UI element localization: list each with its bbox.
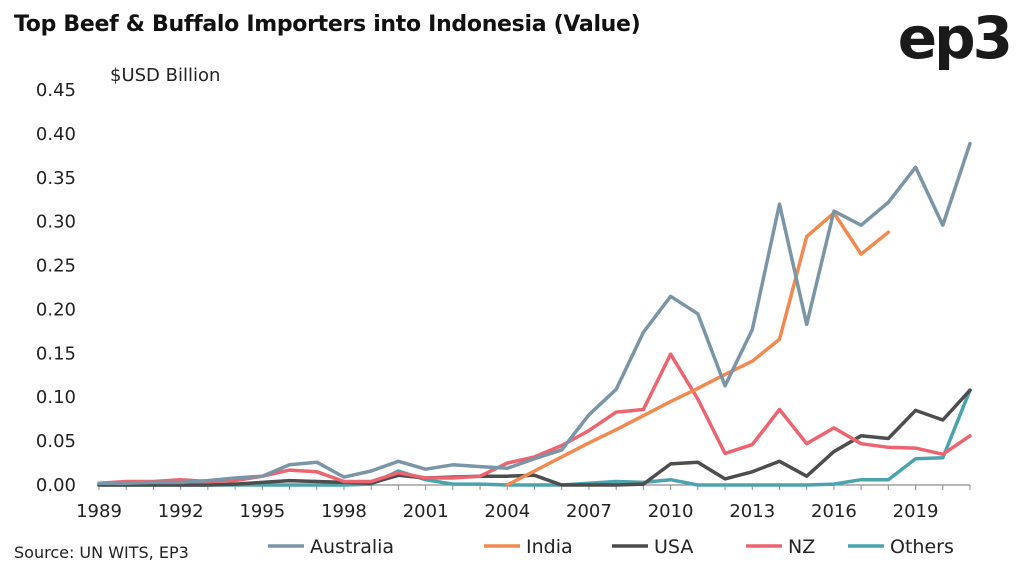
y-tick-label: 0.25 bbox=[36, 256, 76, 277]
y-tick-label: 0.00 bbox=[36, 475, 76, 496]
x-tick-label: 1989 bbox=[76, 501, 122, 522]
ep3-logo: ep3 bbox=[897, 4, 1013, 72]
x-axis: 1989 1992 1995 1998 2001 2004 2007 2010 2013 2016… bbox=[76, 484, 971, 522]
legend-item-others: Others bbox=[848, 536, 954, 558]
y-tick-label: 0.35 bbox=[36, 168, 76, 189]
legend-label: Others bbox=[890, 536, 954, 558]
x-tick-label: 2016 bbox=[811, 501, 857, 522]
series-line-usa bbox=[97, 388, 972, 487]
x-tick-label: 2001 bbox=[403, 501, 449, 522]
y-tick-label: 0.15 bbox=[36, 343, 76, 364]
series-line-australia bbox=[97, 141, 972, 485]
y-tick-label: 0.30 bbox=[36, 212, 76, 233]
y-tick-label: 0.05 bbox=[36, 431, 76, 452]
legend-label: USA bbox=[654, 536, 693, 558]
y-tick-label: 0.45 bbox=[36, 80, 76, 101]
legend-item-usa: USA bbox=[612, 536, 693, 558]
y-tick-label: 0.40 bbox=[36, 124, 76, 145]
x-tick-label: 2013 bbox=[729, 501, 775, 522]
legend: Australia India USA NZ Others bbox=[268, 536, 954, 558]
y-tick-label: 0.20 bbox=[36, 299, 76, 320]
x-tick-label: 1998 bbox=[321, 501, 367, 522]
legend-label: NZ bbox=[788, 536, 815, 558]
x-tick-label: 1995 bbox=[239, 501, 285, 522]
x-tick-label: 2010 bbox=[648, 501, 694, 522]
legend-item-india: India bbox=[484, 536, 573, 558]
legend-label: India bbox=[526, 536, 573, 558]
series-lines bbox=[97, 141, 972, 487]
y-tick-label: 0.10 bbox=[36, 387, 76, 408]
x-tick-label: 2004 bbox=[484, 501, 530, 522]
series-line-india bbox=[505, 211, 891, 487]
legend-item-australia: Australia bbox=[268, 536, 394, 558]
x-tick-label: 2019 bbox=[893, 501, 939, 522]
y-axis-ticks: 0.00 0.05 0.10 0.15 0.20 0.25 0.30 0.35 0.40 0.45 bbox=[36, 80, 76, 496]
x-tick-label: 2007 bbox=[566, 501, 612, 522]
series-line-nz bbox=[97, 352, 972, 485]
source-note: Source: UN WITS, EP3 bbox=[14, 543, 189, 562]
chart-title: Top Beef & Buffalo Importers into Indone… bbox=[14, 12, 641, 37]
legend-label: Australia bbox=[310, 536, 394, 558]
x-tick-label: 1992 bbox=[158, 501, 204, 522]
y-axis-label: $USD Billion bbox=[110, 65, 220, 86]
legend-item-nz: NZ bbox=[746, 536, 815, 558]
